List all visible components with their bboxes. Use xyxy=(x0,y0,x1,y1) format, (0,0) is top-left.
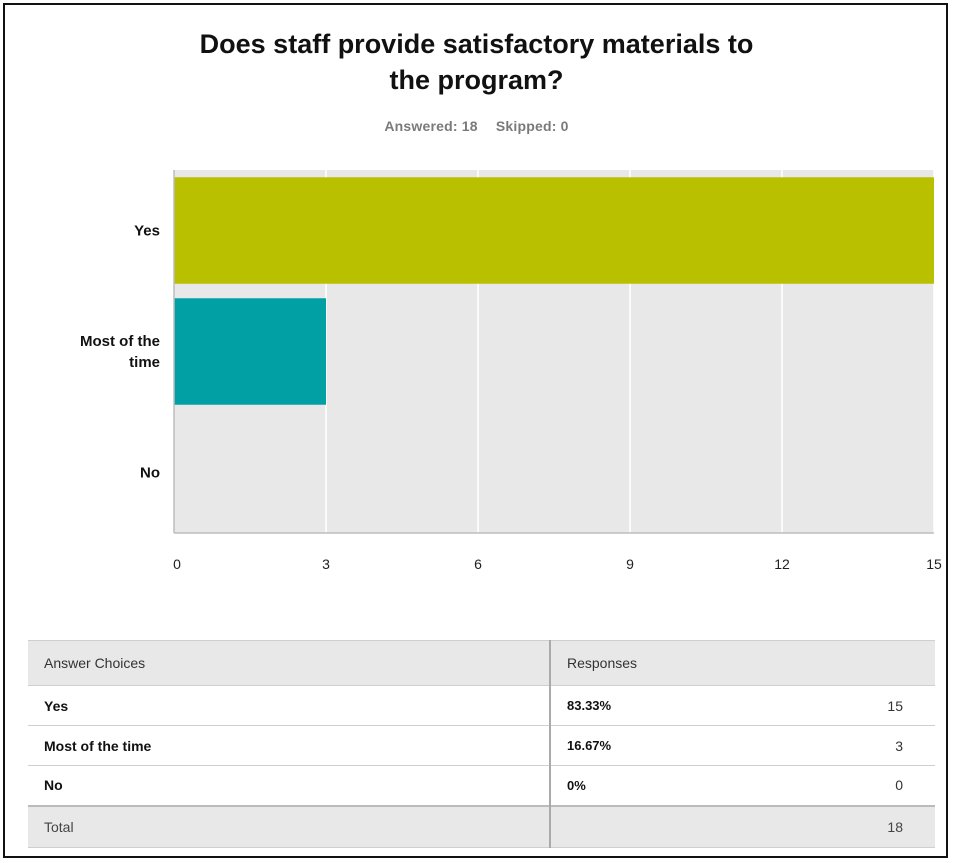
bar-yes xyxy=(174,177,934,284)
category-label: No xyxy=(140,465,160,482)
header-count xyxy=(750,640,935,686)
question-title-line-1: Does staff provide satisfactory material… xyxy=(199,29,754,59)
table-header-row: Answer Choices Responses xyxy=(28,640,935,686)
response-table-container: Answer Choices Responses Yes 83.33% 15 M… xyxy=(28,640,935,848)
question-title: Does staff provide satisfactory material… xyxy=(0,26,953,98)
table-row: Most of the time 16.67% 3 xyxy=(28,725,935,766)
x-tick-label: 12 xyxy=(774,556,790,572)
category-label: Most of the time xyxy=(80,333,160,371)
x-tick-label: 3 xyxy=(322,556,330,572)
row-percent: 0% xyxy=(550,765,750,806)
total-spacer xyxy=(550,804,750,848)
answered-count: Answered: 18 xyxy=(384,118,478,134)
row-choice: Most of the time xyxy=(28,725,551,766)
response-summary: Answered: 18 Skipped: 0 xyxy=(0,118,953,134)
x-tick-label: 0 xyxy=(173,556,181,572)
table-row: No 0% 0 xyxy=(28,765,935,806)
row-count: 3 xyxy=(750,725,935,766)
header-answer-choices: Answer Choices xyxy=(28,640,551,686)
table-row: Yes 83.33% 15 xyxy=(28,685,935,726)
row-percent: 83.33% xyxy=(550,685,750,726)
row-choice: No xyxy=(28,765,551,806)
total-label: Total xyxy=(28,804,551,848)
x-tick-label: 15 xyxy=(926,556,942,572)
table-total-row: Total 18 xyxy=(28,804,935,848)
category-label: Yes xyxy=(134,223,160,240)
bar-most-of-the-time xyxy=(174,298,326,405)
row-count: 15 xyxy=(750,685,935,726)
row-percent: 16.67% xyxy=(550,725,750,766)
question-title-line-2: the program? xyxy=(389,65,564,95)
response-table: Answer Choices Responses Yes 83.33% 15 M… xyxy=(28,640,935,848)
total-value: 18 xyxy=(750,804,935,848)
x-tick-label: 6 xyxy=(474,556,482,572)
bar-chart: Yes Most of the time No 0 3 6 9 12 15 xyxy=(80,170,942,572)
x-tick-label: 9 xyxy=(626,556,634,572)
header-responses: Responses xyxy=(550,640,750,686)
skipped-count: Skipped: 0 xyxy=(495,118,569,134)
row-count: 0 xyxy=(750,765,935,806)
row-choice: Yes xyxy=(28,685,551,726)
